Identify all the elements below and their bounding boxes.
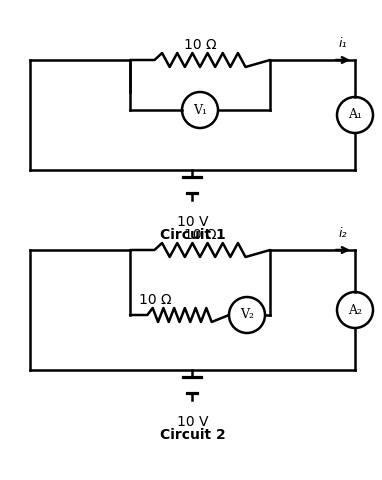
Text: 10 Ω: 10 Ω xyxy=(184,228,216,242)
Text: V₂: V₂ xyxy=(240,309,254,322)
Text: 10 V: 10 V xyxy=(177,415,208,429)
Text: Circuit 2: Circuit 2 xyxy=(160,428,225,442)
Text: 10 V: 10 V xyxy=(177,215,208,229)
Text: 10 Ω: 10 Ω xyxy=(184,38,216,52)
Text: i₂: i₂ xyxy=(339,227,347,240)
Text: i₁: i₁ xyxy=(339,37,347,50)
Text: A₁: A₁ xyxy=(348,108,362,121)
Text: V₁: V₁ xyxy=(193,104,207,117)
Text: Circuit 1: Circuit 1 xyxy=(160,228,225,242)
Text: A₂: A₂ xyxy=(348,303,362,316)
Text: 10 Ω: 10 Ω xyxy=(139,293,171,307)
